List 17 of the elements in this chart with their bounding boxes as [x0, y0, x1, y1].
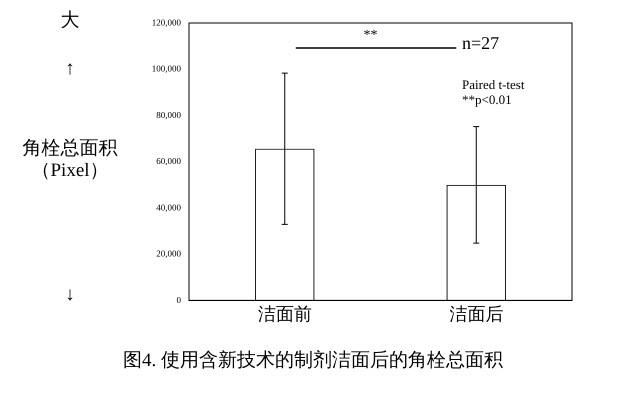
y-tick-label: 40,000 — [156, 202, 182, 212]
text: ↑ — [65, 58, 75, 80]
annotation: ** — [364, 28, 378, 44]
y-tick-label: 60,000 — [156, 156, 182, 166]
y-tick-label: 0 — [176, 294, 182, 305]
y-tick-label: 80,000 — [156, 110, 182, 120]
y-tick-label: 20,000 — [156, 248, 182, 259]
annotation: n=27 — [462, 33, 500, 54]
x-tick-label: 洁面后 — [449, 304, 504, 324]
y-tick-label: 120,000 — [152, 17, 182, 28]
y-axis-title: 角栓总面积（Pixel） — [22, 138, 118, 182]
y-tick-label: 100,000 — [152, 64, 182, 74]
x-tick-label: 洁面前 — [258, 304, 312, 324]
text: ↓ — [65, 284, 75, 306]
annotation: Paired t-test **p<0.01 — [462, 77, 524, 108]
text: 图4. 使用含新技术的制剂洁面后的角栓总面积 — [123, 350, 503, 372]
text: 大 — [60, 10, 80, 32]
